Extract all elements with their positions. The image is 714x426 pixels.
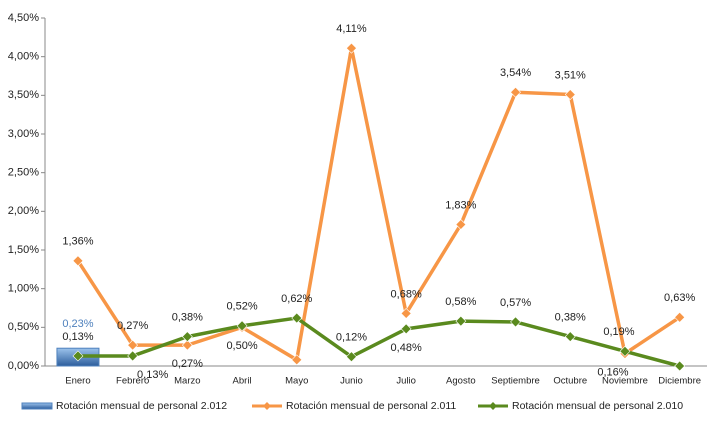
y-tick-label: 0,00% [8, 360, 39, 372]
marker [181, 331, 193, 343]
marker [619, 345, 631, 357]
y-tick-label: 0,50% [8, 321, 39, 333]
x-tick-label: Julio [396, 376, 416, 387]
y-tick-label: 1,50% [8, 244, 39, 256]
x-tick-label: Marzo [174, 376, 200, 387]
line [77, 316, 681, 368]
x-tick-label: Noviembre [602, 376, 648, 387]
data-label: 0,63% [664, 292, 695, 304]
x-tick-label: Septiembre [491, 376, 540, 387]
y-tick-label: 2,50% [8, 167, 39, 179]
data-label: 4,11% [336, 23, 367, 35]
legend-marker [489, 402, 497, 410]
marker [564, 331, 576, 343]
x-tick-label: Abril [233, 376, 252, 387]
marker [564, 89, 576, 100]
data-label: 0,58% [445, 296, 476, 308]
data-label: 0,16% [597, 367, 628, 379]
data-label: 3,51% [555, 69, 586, 81]
data-label: 0,68% [391, 288, 422, 300]
data-label: 0,38% [555, 312, 586, 324]
marker [127, 339, 139, 351]
data-label: 0,12% [336, 332, 367, 344]
data-label: 0,48% [391, 342, 422, 354]
legend-marker [263, 402, 271, 410]
marker [291, 312, 303, 324]
marker [72, 350, 84, 362]
y-tick-label: 3,00% [8, 128, 39, 140]
marker [400, 323, 412, 335]
data-label: 0,50% [226, 340, 257, 352]
marker [236, 320, 248, 332]
x-tick-label: Enero [65, 376, 90, 387]
x-tick-label: Mayo [285, 376, 308, 387]
line [76, 46, 681, 362]
data-label: 0,13% [137, 369, 168, 381]
marker [400, 307, 412, 319]
data-label: 0,38% [172, 312, 203, 324]
data-label: 3,54% [500, 67, 531, 79]
x-tick-label: Diciembre [658, 376, 701, 387]
data-label: 0,19% [603, 326, 634, 338]
x-tick-label: Agosto [446, 376, 476, 387]
data-label: 0,23% [62, 318, 93, 330]
legend-label: Rotación mensual de personal 2.012 [56, 400, 227, 412]
x-tick-label: Octubre [553, 376, 587, 387]
marker [455, 315, 467, 327]
x-tick-label: Febrero [116, 376, 149, 387]
marker [510, 86, 521, 98]
legend-swatch [21, 402, 53, 410]
legend-label: Rotación mensual de personal 2.011 [286, 400, 456, 412]
y-tick-label: 4,50% [8, 12, 39, 24]
marker [455, 219, 467, 230]
data-label: 1,83% [445, 199, 476, 211]
legend-label: Rotación mensual de personal 2.010 [512, 400, 683, 412]
marker [346, 351, 357, 363]
y-tick-label: 1,00% [8, 283, 39, 295]
data-label: 1,36% [62, 236, 93, 248]
x-tick-label: Junio [340, 376, 363, 387]
marker [181, 339, 193, 351]
data-label: 0,52% [226, 301, 257, 313]
marker [72, 255, 84, 267]
marker [510, 316, 521, 328]
marker [127, 350, 139, 362]
marker [291, 354, 303, 366]
data-label: 0,62% [281, 293, 312, 305]
data-label: 0,13% [62, 331, 93, 343]
y-tick-label: 3,50% [8, 89, 39, 101]
marker [674, 360, 686, 372]
data-label: 0,57% [500, 297, 531, 309]
data-label: 0,27% [172, 358, 203, 370]
data-label: 0,27% [117, 320, 148, 332]
marker [346, 42, 357, 54]
y-tick-label: 2,00% [8, 205, 39, 217]
y-tick-label: 4,00% [8, 51, 39, 63]
marker [674, 311, 686, 323]
